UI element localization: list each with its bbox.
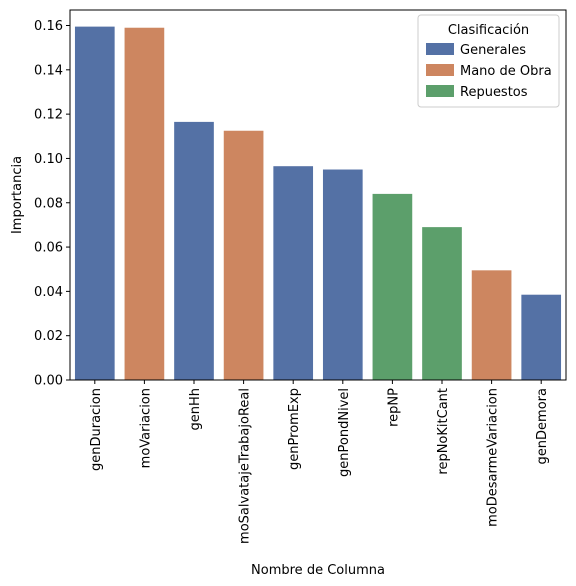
legend-box xyxy=(417,14,560,108)
bar-genDemora xyxy=(521,294,562,380)
y-axis-label: Importancia xyxy=(10,156,25,234)
bar-genPondNivel xyxy=(322,169,363,380)
x-tick-label: moDesarmeVariacion xyxy=(486,388,501,527)
x-tick-label: repNoKitCant xyxy=(436,388,451,475)
legend-swatch xyxy=(426,85,454,97)
legend-entry-label: Repuestos xyxy=(460,85,528,100)
bar-genHh xyxy=(174,121,214,380)
legend: Clasificación Generales Mano de Obra Repue… xyxy=(417,14,560,108)
x-tick-label: genPondNivel xyxy=(337,388,352,477)
legend-title: Clasificación xyxy=(448,23,529,38)
y-tick-label: 0.10 xyxy=(34,152,63,167)
y-axis: 0.00 0.02 0.04 0.06 0.08 0.10 0.12 0.14 0.16 xyxy=(34,19,70,389)
bar-genDuracion xyxy=(74,26,115,381)
x-tick-label: moVariacion xyxy=(138,388,153,468)
plot-frame xyxy=(69,9,567,381)
x-tick-label: genPromExp xyxy=(287,388,302,470)
x-axis: genDuracion moVariacion genHh moSalvatajeTr… xyxy=(89,380,550,544)
y-tick-label: 0.12 xyxy=(34,108,63,123)
y-tick-label: 0.06 xyxy=(34,241,63,256)
bar-genPromExp xyxy=(273,166,314,380)
x-tick-label: genHh xyxy=(188,388,203,431)
legend-entry-label: Generales xyxy=(460,43,526,58)
y-tick-label: 0.08 xyxy=(34,196,63,211)
y-tick-label: 0.14 xyxy=(34,63,63,78)
x-tick-label: moSalvatajeTrabajoReal xyxy=(238,388,253,544)
x-tick-label: genDemora xyxy=(535,388,550,464)
bars-group xyxy=(74,26,562,381)
bar-repNoKitCant xyxy=(422,227,462,380)
legend-swatch xyxy=(426,43,454,55)
x-axis-label: Nombre de Columna xyxy=(251,563,385,578)
bar-moVariacion xyxy=(124,27,165,381)
x-tick-label: genDuracion xyxy=(89,388,104,471)
bar-moDesarmeVariacion xyxy=(471,270,512,380)
legend-swatch xyxy=(426,64,454,76)
bar-moSalvatajeTrabajoReal xyxy=(223,130,264,380)
y-tick-label: 0.00 xyxy=(34,374,63,389)
legend-entry-label: Mano de Obra xyxy=(460,64,552,79)
bar-repNP xyxy=(372,193,413,380)
legend-items: Generales Mano de Obra Repuestos xyxy=(426,43,552,100)
y-tick-label: 0.02 xyxy=(34,329,63,344)
y-tick-label: 0.16 xyxy=(34,19,63,34)
x-tick-label: repNP xyxy=(386,388,401,427)
y-tick-label: 0.04 xyxy=(34,285,63,300)
